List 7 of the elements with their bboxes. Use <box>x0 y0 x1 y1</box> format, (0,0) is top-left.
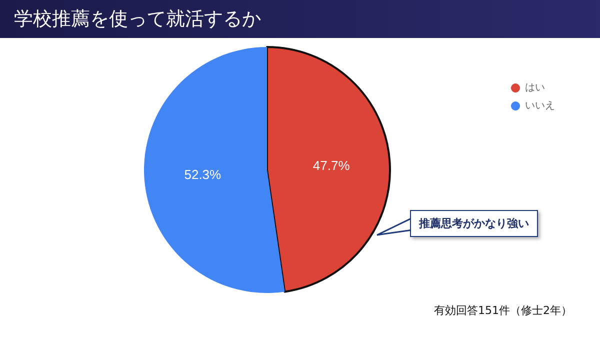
data-label: 47.7% <box>312 158 350 173</box>
text: 有効回答151件（修士2年） <box>434 303 572 318</box>
text: 推薦思考がかなり強い <box>410 210 538 237</box>
data-label: 52.3% <box>184 167 222 182</box>
chart-title: 学校推薦を使って就活するか <box>14 7 261 32</box>
legend-label: はい <box>525 82 545 94</box>
legend-label: いいえ <box>525 100 555 112</box>
